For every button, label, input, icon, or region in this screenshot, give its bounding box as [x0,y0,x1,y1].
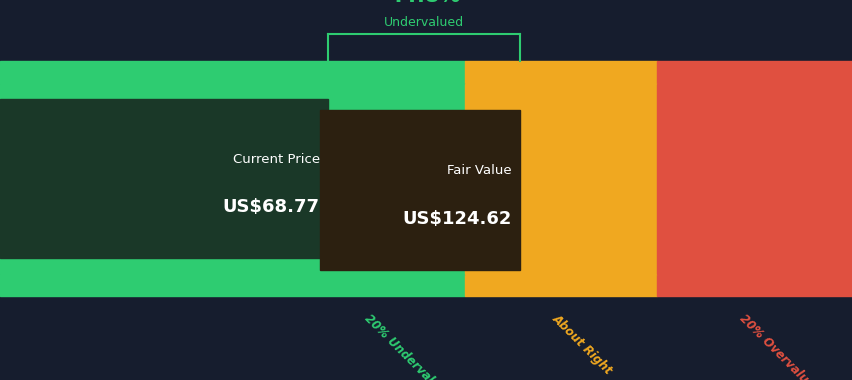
Bar [464,84,656,274]
Text: US$68.77: US$68.77 [222,198,320,216]
Text: 20% Undervalued: 20% Undervalued [361,312,452,380]
Text: Fair Value: Fair Value [446,164,511,177]
Bar [0,61,464,84]
Bar [0,274,464,296]
Text: Undervalued: Undervalued [384,16,463,29]
Text: US$124.62: US$124.62 [402,210,511,228]
Bar [656,274,852,296]
Bar [656,61,852,84]
Text: 44.8%: 44.8% [388,0,460,6]
Bar [656,84,852,274]
Text: Current Price: Current Price [233,153,320,166]
Bar [0,99,328,258]
Bar [0,84,464,274]
Bar [320,110,520,270]
Bar [464,274,656,296]
Text: 20% Overvalued: 20% Overvalued [736,312,821,380]
Text: About Right: About Right [549,312,614,377]
Bar [464,61,656,84]
